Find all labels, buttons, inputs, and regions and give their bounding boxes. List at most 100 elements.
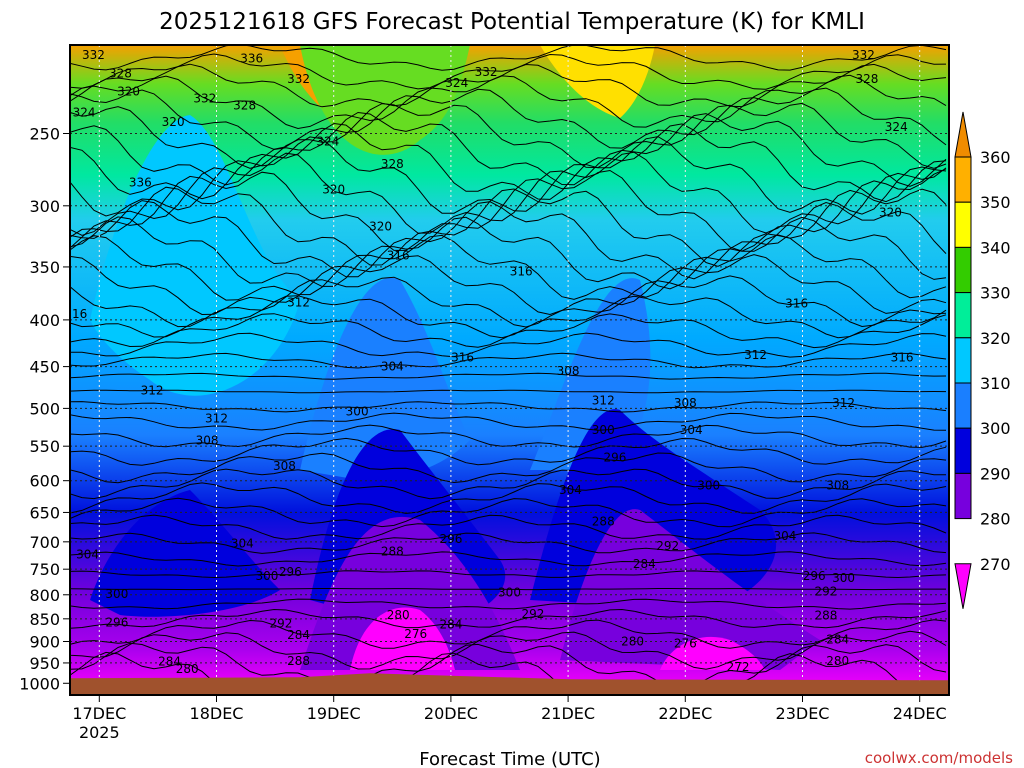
colorbar-tick-label: 340 [980,238,1011,257]
y-tick-label: 900 [29,632,60,651]
contour-label: 316 [891,351,914,365]
y-tick-label: 300 [29,197,60,216]
contour-line [70,352,947,369]
contour-label: 276 [404,627,427,641]
plot-frame [69,44,950,696]
contour-line [70,468,946,500]
filled-band [560,509,820,670]
y-tick-label: 650 [29,503,60,522]
colorbar-tick-label: 350 [980,193,1011,212]
contour-label: 280 [387,608,410,622]
colorbar-swatch [954,382,972,429]
y-tick-label: 700 [29,533,60,552]
contour-line [70,200,947,280]
filled-bands [90,45,820,670]
contour-label: 328 [856,72,879,86]
contour-label: 332 [193,92,216,106]
contour-label: 320 [322,183,345,197]
contour-line [70,651,947,695]
contour-line [70,372,947,380]
colorbar-cap-top [954,111,972,158]
colorbar-swatch [954,427,972,474]
contour-label: 316 [64,307,87,321]
filled-band [660,636,765,670]
contour-line [70,497,947,528]
contour-line [70,389,947,394]
colorbar-swatch [954,156,972,203]
contour-label: 296 [279,565,302,579]
contour-line [70,514,947,540]
contour-label: 328 [109,67,132,81]
y-tick-label: 950 [29,654,60,673]
contour-label: 300 [697,478,720,492]
contour-label: 292 [656,539,679,553]
contour-label: 304 [381,360,404,374]
x-tick-label: 22DEC [658,704,712,723]
contour-label: 280 [176,662,199,676]
colorbar-swatch [954,246,972,294]
y-tick-label: 500 [29,399,60,418]
contour-label: 312 [592,393,615,407]
contour-label: 332 [82,48,105,62]
x-tick-label: 21DEC [541,704,595,723]
contour-line [70,642,947,691]
y-tick-label: 800 [29,586,60,605]
contour-line [70,254,947,316]
contour-line [70,588,946,591]
filled-band [540,45,655,118]
y-tick-label: 400 [29,311,60,330]
contour-label: 296 [105,616,128,630]
contour-label: 284 [633,557,656,571]
contour-line [70,551,947,567]
colorbar-swatch [954,472,972,520]
contour-label: 272 [727,660,750,674]
contour-label: 324 [73,105,96,119]
contour-line [70,608,947,629]
colorbar-tick-label: 330 [980,284,1011,303]
x-tick-sublabel: 2025 [79,723,120,742]
contour-line [70,136,947,217]
contour-label: 292 [814,584,837,598]
contour-line [70,412,947,431]
contour-line [70,313,947,349]
contour-label: 308 [273,459,296,473]
contour-label: 312 [205,412,228,426]
contour-label: 304 [680,423,703,437]
contour-label: 324 [885,120,908,134]
x-tick-label: 20DEC [424,704,478,723]
contour-line [70,598,947,610]
contour-label: 308 [826,478,849,492]
y-tick-label: 600 [29,472,60,491]
contour-label: 300 [346,405,369,419]
contour-label: 292 [270,616,293,630]
colorbar-tick-label: 310 [980,374,1011,393]
colorbar: 360 350 340 330 320 310 300 290 280 270 [954,111,1011,609]
x-tick-label: 18DEC [190,704,244,723]
y-tick-label: 850 [29,610,60,629]
y-tick-label: 750 [29,560,60,579]
y-tick-label: 250 [29,124,60,143]
y-tick-label: 550 [29,437,60,456]
contour-lines [70,45,947,695]
y-tick-label: 450 [29,358,60,377]
contour-label: 324 [445,76,468,90]
contour-label: 308 [674,396,697,410]
contour-label: 296 [604,451,627,465]
contour-label: 284 [439,617,462,631]
contour-line [70,151,947,236]
contour-label: 328 [381,157,404,171]
filled-band [530,409,777,610]
colorbar-tick-label: 280 [980,510,1011,529]
plot-area: 332 328 320 324 320 336 332 328 336 332 324 328 320 3… [64,45,949,695]
contour-label: 320 [369,219,392,233]
colorbar-tick-label: 320 [980,329,1011,348]
contour-label: 284 [826,632,849,646]
contour-label: 288 [381,544,404,558]
contour-line [70,630,947,670]
filled-band [90,490,280,617]
contour-label: 316 [510,264,533,278]
contour-label: 296 [439,532,462,546]
contour-label: 288 [287,654,310,668]
y-axis: 250 300 350 400 450 500 550 600 650 700 750 800 850 9… [19,124,70,693]
